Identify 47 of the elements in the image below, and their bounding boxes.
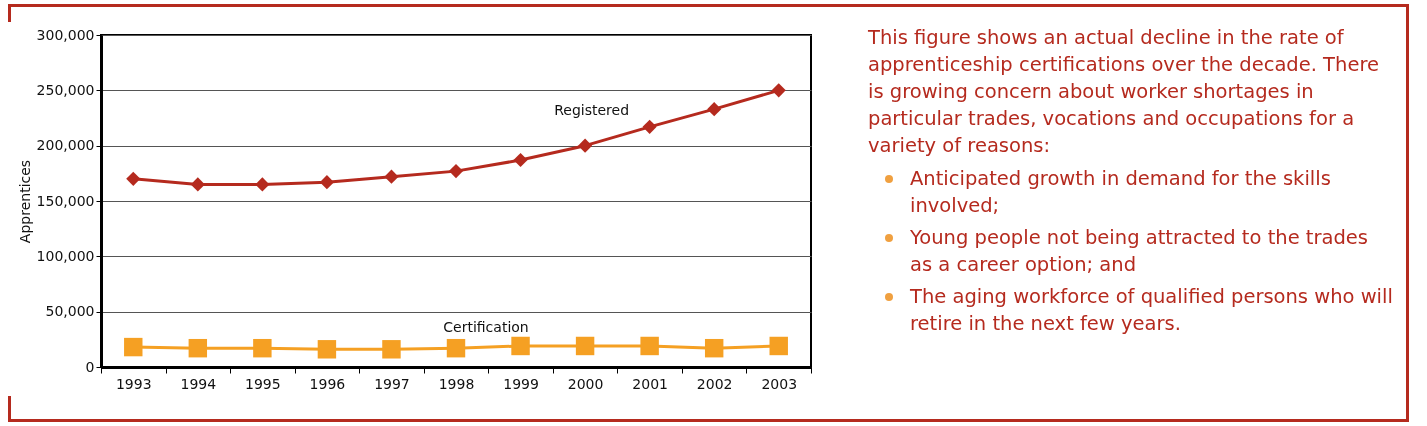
- y-tick-label: 150,000: [36, 192, 95, 209]
- point: [513, 152, 528, 168]
- point: [255, 177, 270, 192]
- x-tick-label: 1996: [309, 375, 346, 392]
- y-tick-label: 200,000: [36, 137, 95, 154]
- point: [253, 338, 272, 358]
- y-axis-title: Apprentices: [16, 159, 33, 244]
- point: [384, 169, 399, 184]
- y-tick-label: 0: [85, 358, 95, 375]
- point: [769, 336, 788, 356]
- point: [190, 177, 205, 192]
- x-tick-label: 2001: [632, 375, 668, 392]
- point: [771, 83, 786, 98]
- point: [319, 175, 334, 190]
- x-tick-label: 1994: [180, 375, 217, 392]
- y-tick-label: 50,000: [45, 303, 95, 320]
- point: [448, 164, 464, 179]
- text: Young people not being attracted to the trades as a career option; and: [910, 225, 1369, 278]
- point: [704, 338, 724, 358]
- x-tick-label: 1999: [503, 375, 539, 392]
- y-tick-label: 250,000: [36, 81, 95, 98]
- x-tick-label: 1998: [438, 375, 475, 392]
- x-tick-label: 1997: [374, 375, 410, 392]
- x-tick-label: 1995: [245, 375, 281, 392]
- point: [642, 119, 657, 134]
- series-label: Certification: [443, 319, 529, 336]
- point: [317, 340, 337, 359]
- x-tick-label: 2003: [761, 375, 798, 392]
- point: [188, 338, 208, 358]
- x-tick-label: 2000: [567, 375, 604, 392]
- point: [511, 336, 530, 356]
- text: This figure shows an actual decline in the rate of apprenticeship certifications over the decade. There is growing concern about worker shortages in particular trades, vocations and occupations for a variety of reasons:: [868, 25, 1380, 159]
- point: [446, 338, 466, 358]
- point: [707, 102, 722, 117]
- series-label: Registered: [554, 101, 630, 118]
- y-tick-label: 300,000: [36, 26, 95, 43]
- point: [126, 171, 141, 186]
- text: The aging workforce of qualified persons who will retire in the next few years.: [910, 284, 1393, 337]
- point: [640, 336, 659, 356]
- x-tick-label: 1993: [115, 375, 152, 392]
- y-tick-label: 100,000: [36, 247, 95, 264]
- point: [124, 337, 143, 357]
- point: [578, 138, 593, 153]
- point: [382, 340, 401, 359]
- point: [575, 336, 595, 356]
- x-tick-label: 2002: [696, 375, 733, 392]
- text: Anticipated growth in demand for the skills involved;: [910, 166, 1332, 219]
